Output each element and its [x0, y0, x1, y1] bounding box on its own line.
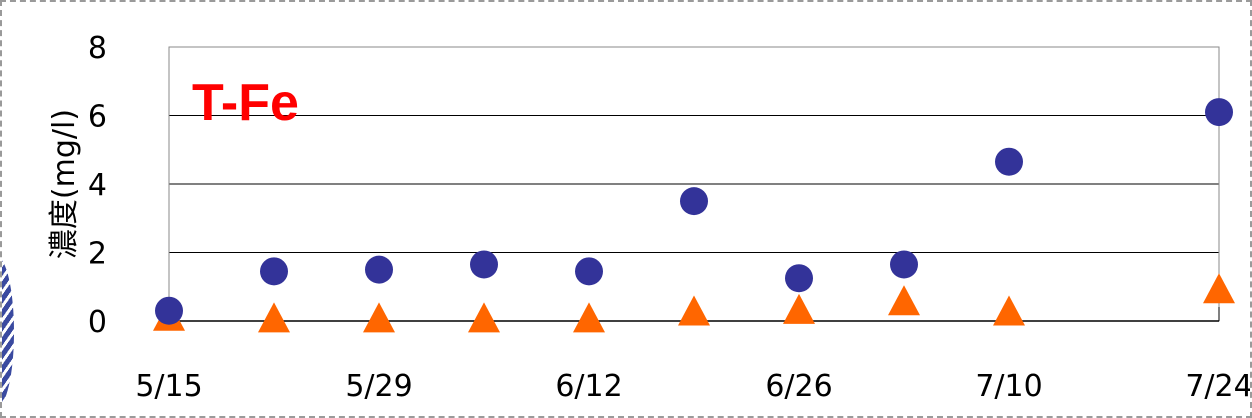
- x-tick-label: 7/10: [975, 369, 1042, 404]
- data-marks: [153, 98, 1235, 333]
- circle-point-6-26: [785, 264, 813, 293]
- circle-point-5-15: [155, 296, 183, 325]
- x-tick-label: 7/24: [1185, 369, 1252, 404]
- y-tick-label: 0: [88, 305, 107, 340]
- decorative-stripes: [2, 257, 14, 407]
- y-tick-labels: 0 2 4 6 8: [88, 31, 107, 340]
- triangle-point-6-19: [678, 295, 710, 326]
- x-tick-label: 6/26: [765, 369, 832, 404]
- circle-point-5-29: [365, 255, 393, 284]
- x-tick-labels: 5/15 5/29 6/12 6/26 7/10 7/24: [135, 307, 1252, 404]
- x-tick-label: 5/15: [135, 369, 202, 404]
- triangle-point-6-26: [783, 293, 815, 324]
- triangle-point-5-29: [363, 302, 395, 333]
- circle-point-7-3: [890, 250, 918, 279]
- circle-point-6-19: [680, 187, 708, 216]
- chart-title: T-Fe: [192, 74, 299, 132]
- y-tick-label: 6: [88, 100, 107, 135]
- y-axis-label: 濃度(mg/l): [47, 109, 82, 259]
- circle-point-6-5: [470, 250, 498, 279]
- y-tick-label: 2: [88, 237, 107, 272]
- triangle-point-6-5: [468, 302, 500, 333]
- circle-point-6-12: [575, 257, 603, 286]
- x-tick-label: 6/12: [555, 369, 622, 404]
- circle-point-5-22: [260, 257, 288, 286]
- triangle-point-6-12: [573, 302, 605, 333]
- y-tick-label: 8: [88, 31, 107, 66]
- y-tick-label: 4: [88, 168, 107, 203]
- circle-point-7-10: [995, 147, 1023, 176]
- circle-point-7-24: [1205, 98, 1233, 127]
- triangle-point-7-10: [993, 295, 1025, 326]
- triangle-point-7-3: [888, 285, 920, 316]
- x-tick-label: 5/29: [345, 369, 412, 404]
- triangle-point-7-24: [1203, 273, 1235, 304]
- gridlines: [169, 115, 1219, 253]
- triangle-point-5-22: [258, 302, 290, 333]
